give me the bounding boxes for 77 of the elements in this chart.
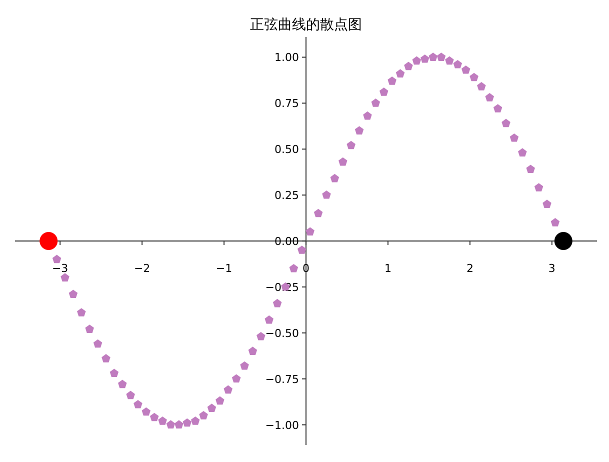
point	[338, 157, 348, 166]
point	[150, 412, 159, 422]
point	[166, 420, 176, 429]
point	[232, 374, 241, 383]
point	[126, 390, 135, 400]
point	[190, 416, 200, 425]
point	[412, 56, 422, 65]
point	[371, 98, 380, 107]
point	[60, 273, 70, 282]
point	[436, 52, 446, 61]
point	[216, 396, 224, 405]
point	[272, 298, 282, 308]
y-tick-label: 0.75	[274, 97, 299, 110]
point	[363, 111, 372, 120]
point	[248, 346, 258, 355]
point	[158, 416, 167, 425]
point	[142, 407, 151, 416]
point	[110, 368, 119, 378]
point	[118, 380, 127, 388]
point	[207, 404, 216, 412]
x-tick-label: −2	[134, 262, 150, 275]
point	[306, 227, 314, 236]
point	[554, 232, 572, 250]
point	[380, 88, 388, 96]
x-tick-label: 2	[466, 262, 474, 275]
point	[510, 133, 519, 142]
x-tick-label: 3	[548, 262, 556, 275]
point	[493, 104, 502, 112]
point	[396, 69, 405, 78]
y-tick-label: −1.00	[265, 418, 299, 432]
point	[470, 72, 478, 82]
point	[264, 315, 274, 324]
y-tick-label: 1.00	[274, 51, 299, 64]
point	[322, 190, 331, 199]
point	[526, 164, 535, 174]
point	[346, 140, 356, 150]
point	[240, 361, 249, 370]
point	[518, 148, 527, 157]
point	[289, 264, 298, 272]
point	[77, 308, 86, 316]
point	[224, 385, 232, 394]
point	[502, 118, 510, 128]
point	[404, 62, 413, 70]
point	[461, 65, 470, 74]
point	[298, 246, 306, 254]
y-tick-label: −0.75	[265, 372, 299, 386]
point	[485, 93, 494, 102]
point	[477, 82, 486, 90]
point	[534, 183, 544, 192]
point	[420, 54, 430, 63]
point	[102, 354, 110, 362]
point	[68, 290, 78, 298]
point	[134, 400, 142, 408]
y-tick-label: −0.50	[265, 326, 299, 340]
y-tick-label: 0.50	[274, 143, 299, 156]
x-tick-label: −3	[52, 262, 68, 275]
x-tick-label: −1	[216, 262, 232, 275]
point	[388, 76, 396, 85]
point	[330, 174, 340, 182]
point	[40, 232, 58, 250]
point	[85, 324, 94, 333]
point	[428, 52, 438, 61]
y-tick-label: 0.25	[274, 189, 299, 202]
point	[52, 254, 62, 264]
point	[182, 418, 192, 427]
chart-title: 正弦曲线的散点图	[250, 17, 362, 33]
point	[542, 200, 552, 208]
point	[550, 218, 560, 226]
point	[354, 126, 364, 134]
point	[174, 420, 184, 429]
point	[199, 410, 208, 420]
point	[314, 208, 323, 218]
point	[256, 332, 266, 340]
point	[445, 56, 454, 65]
x-tick-label: 1	[384, 262, 392, 275]
point	[453, 60, 462, 68]
point	[93, 339, 102, 348]
